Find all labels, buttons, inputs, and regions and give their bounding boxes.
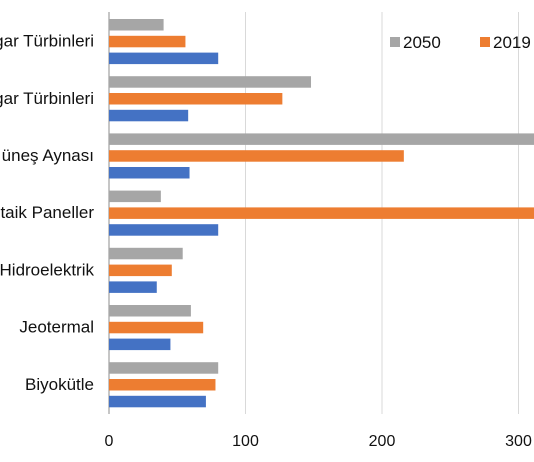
bar-2050-4 [109,247,183,260]
legend: 2050 2019 [390,33,531,52]
bar-2019-4 [109,264,172,277]
bar-2050-0 [109,19,164,31]
legend-label: 2050 [403,33,441,52]
bar-2019-1 [109,93,283,105]
category-label: Jeotermal [19,318,94,337]
category-label: Biyokütle [25,375,94,394]
bar-2050-5 [109,305,191,317]
x-tick-label: 300 [505,433,532,450]
legend-swatch [480,37,490,47]
category-label: Hidroelektrik [0,260,94,279]
x-tick-label: 0 [105,433,114,450]
bars [109,19,534,408]
bar-2050-6 [109,362,219,374]
category-label: taik Paneller [0,203,94,222]
bar-series3-2 [109,167,190,179]
bar-series3-4 [109,281,157,293]
legend-label: 2019 [493,33,531,52]
bar-series3-0 [109,52,219,65]
bar-2019-6 [109,379,216,391]
bar-series3-5 [109,338,171,351]
bar-2050-2 [109,133,534,145]
bar-2019-0 [109,35,186,48]
bar-2019-5 [109,321,204,334]
x-tick-labels: 0 100 200 300 [105,433,532,450]
category-label: gar Türbinleri [0,89,94,108]
bar-series3-6 [109,395,206,408]
bar-2019-3 [109,207,534,219]
bar-series3-1 [109,109,189,122]
category-labels: gar Türbinleri gar Türbinleri üneş Aynası t… [0,32,94,394]
x-tick-label: 200 [369,433,396,450]
bar-2050-3 [109,190,161,203]
bar-2050-1 [109,76,312,88]
bar-2019-2 [109,150,404,162]
category-label: üneş Aynası [2,146,94,165]
bar-series3-3 [109,224,219,236]
legend-swatch [390,37,400,47]
x-tick-label: 100 [232,433,259,450]
category-label: gar Türbinleri [0,32,94,51]
